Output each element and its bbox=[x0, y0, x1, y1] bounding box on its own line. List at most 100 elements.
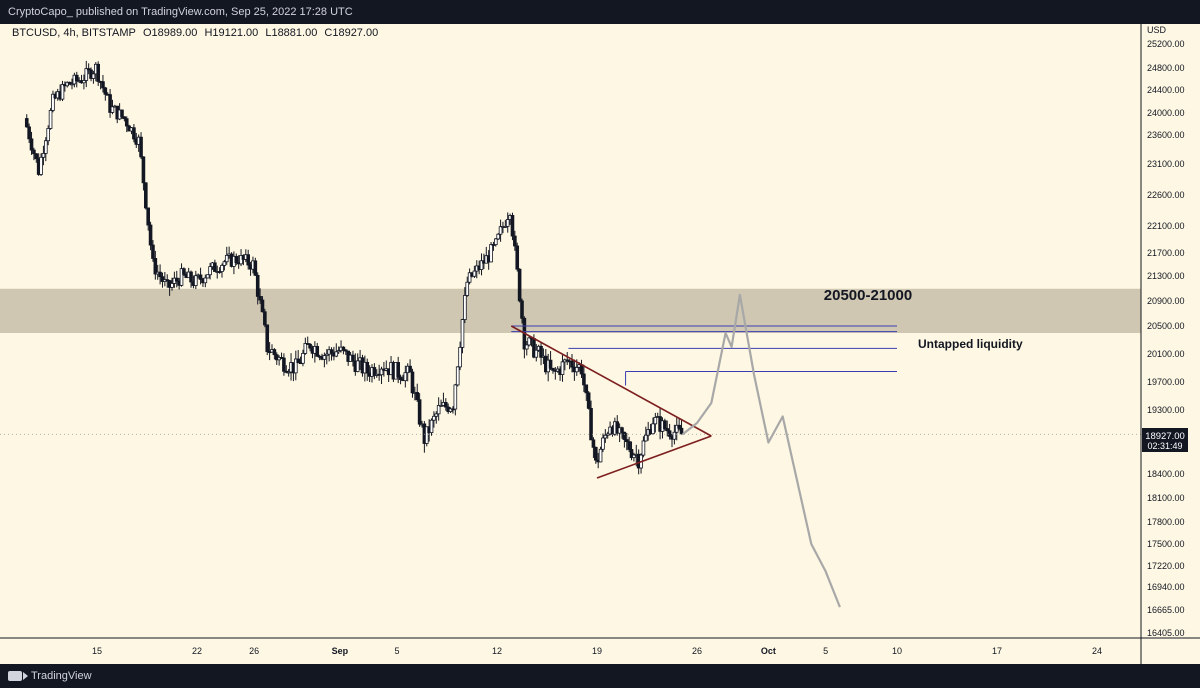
y-tick-label: 16940.00 bbox=[1147, 582, 1185, 592]
candle bbox=[160, 272, 165, 288]
y-tick-label: 16665.00 bbox=[1147, 605, 1185, 615]
candle bbox=[458, 341, 462, 371]
candle bbox=[120, 109, 124, 119]
y-tick-label: 23100.00 bbox=[1147, 159, 1185, 169]
candle bbox=[208, 262, 212, 280]
candle bbox=[365, 358, 370, 381]
candle bbox=[189, 270, 193, 288]
candle bbox=[465, 276, 470, 297]
candle bbox=[108, 88, 112, 118]
candle bbox=[122, 116, 127, 122]
zone-label: 20500-21000 bbox=[824, 287, 912, 304]
candle bbox=[60, 80, 65, 102]
x-tick-label: 19 bbox=[592, 646, 602, 656]
x-tick-label: 5 bbox=[823, 646, 828, 656]
symbol-legend: BTCUSD, 4h, BITSTAMP O18989.00 H19121.00… bbox=[12, 27, 382, 39]
candle bbox=[372, 363, 377, 380]
candle bbox=[591, 437, 596, 458]
symbol-label[interactable]: BTCUSD, 4h, BITSTAMP bbox=[12, 27, 136, 39]
candle bbox=[44, 137, 48, 162]
candle bbox=[222, 259, 227, 271]
candle bbox=[246, 249, 250, 270]
candle bbox=[146, 207, 150, 231]
candle bbox=[539, 342, 543, 366]
candle bbox=[258, 288, 262, 304]
x-tick-label: 24 bbox=[1092, 646, 1102, 656]
candle bbox=[41, 145, 46, 166]
x-tick-label: Sep bbox=[332, 646, 349, 656]
candle bbox=[644, 426, 648, 442]
candle bbox=[294, 350, 298, 381]
candle bbox=[86, 63, 91, 75]
candle bbox=[344, 349, 348, 355]
candle bbox=[305, 336, 310, 345]
candle bbox=[603, 429, 608, 443]
candle bbox=[582, 364, 586, 393]
candle bbox=[665, 420, 670, 437]
x-tick-label: Oct bbox=[761, 646, 776, 656]
candle bbox=[629, 441, 634, 461]
candle bbox=[91, 70, 96, 84]
candle bbox=[351, 350, 355, 367]
candle bbox=[255, 272, 260, 305]
drawings-group bbox=[0, 293, 1141, 608]
triangle-lower-line[interactable] bbox=[596, 435, 712, 479]
price-axis[interactable]: USD 25200.00 24800.00 24400.00 24000.00 2360… bbox=[1147, 25, 1185, 638]
y-tick-label: 20500.00 bbox=[1147, 321, 1185, 331]
candle bbox=[34, 153, 39, 163]
candle bbox=[551, 367, 555, 374]
countdown-label: 02:31:49 bbox=[1147, 441, 1182, 451]
candle bbox=[639, 453, 643, 474]
candle bbox=[463, 287, 467, 324]
candle bbox=[467, 268, 472, 285]
candle bbox=[141, 156, 146, 191]
candle bbox=[403, 365, 408, 388]
y-tick-label: 17220.00 bbox=[1147, 561, 1185, 571]
y-tick-label: 18400.00 bbox=[1147, 469, 1185, 479]
candle bbox=[598, 446, 603, 463]
candle bbox=[29, 131, 34, 155]
x-tick-label: 26 bbox=[249, 646, 259, 656]
candle bbox=[489, 242, 493, 263]
triangle-upper-line[interactable] bbox=[510, 325, 712, 437]
candle bbox=[32, 147, 36, 161]
candle bbox=[398, 374, 403, 385]
y-tick-label: 25200.00 bbox=[1147, 39, 1185, 49]
candle bbox=[408, 359, 412, 373]
candle bbox=[51, 90, 55, 113]
x-tick-label: 12 bbox=[492, 646, 502, 656]
candle bbox=[144, 182, 148, 210]
candle bbox=[663, 418, 667, 431]
candle bbox=[524, 340, 529, 356]
y-tick-label: 18100.00 bbox=[1147, 493, 1185, 503]
candle bbox=[460, 318, 465, 354]
price-chart[interactable]: 20500-21000 Untapped liquidity USD 25200… bbox=[0, 24, 1200, 664]
candle bbox=[301, 349, 305, 367]
candle bbox=[436, 397, 441, 421]
candle bbox=[513, 230, 517, 251]
candle bbox=[620, 426, 624, 439]
candle bbox=[110, 99, 115, 115]
candle bbox=[417, 393, 422, 427]
footer-bar: TradingView bbox=[0, 664, 1200, 688]
high-value: H19121.00 bbox=[204, 27, 259, 39]
candle bbox=[253, 257, 258, 277]
candle bbox=[96, 61, 100, 86]
candle bbox=[379, 366, 384, 384]
candle bbox=[651, 417, 655, 435]
time-axis[interactable]: 15 22 26 Sep 5 12 19 26 Oct 5 10 17 24 bbox=[92, 646, 1102, 656]
y-tick-label: 21700.00 bbox=[1147, 248, 1185, 258]
projection-path[interactable] bbox=[682, 293, 841, 608]
attribution-text: CryptoCapo_ published on TradingView.com… bbox=[8, 6, 353, 18]
candle bbox=[653, 412, 658, 433]
candle bbox=[153, 250, 158, 280]
publish-bar: CryptoCapo_ published on TradingView.com… bbox=[0, 0, 1200, 24]
y-tick-label: 17800.00 bbox=[1147, 517, 1185, 527]
candle bbox=[439, 399, 443, 407]
y-tick-label: 16405.00 bbox=[1147, 628, 1185, 638]
candle bbox=[296, 350, 300, 364]
candle bbox=[498, 219, 503, 242]
candle bbox=[324, 349, 329, 365]
currency-label: USD bbox=[1147, 25, 1167, 35]
candle bbox=[527, 335, 531, 347]
